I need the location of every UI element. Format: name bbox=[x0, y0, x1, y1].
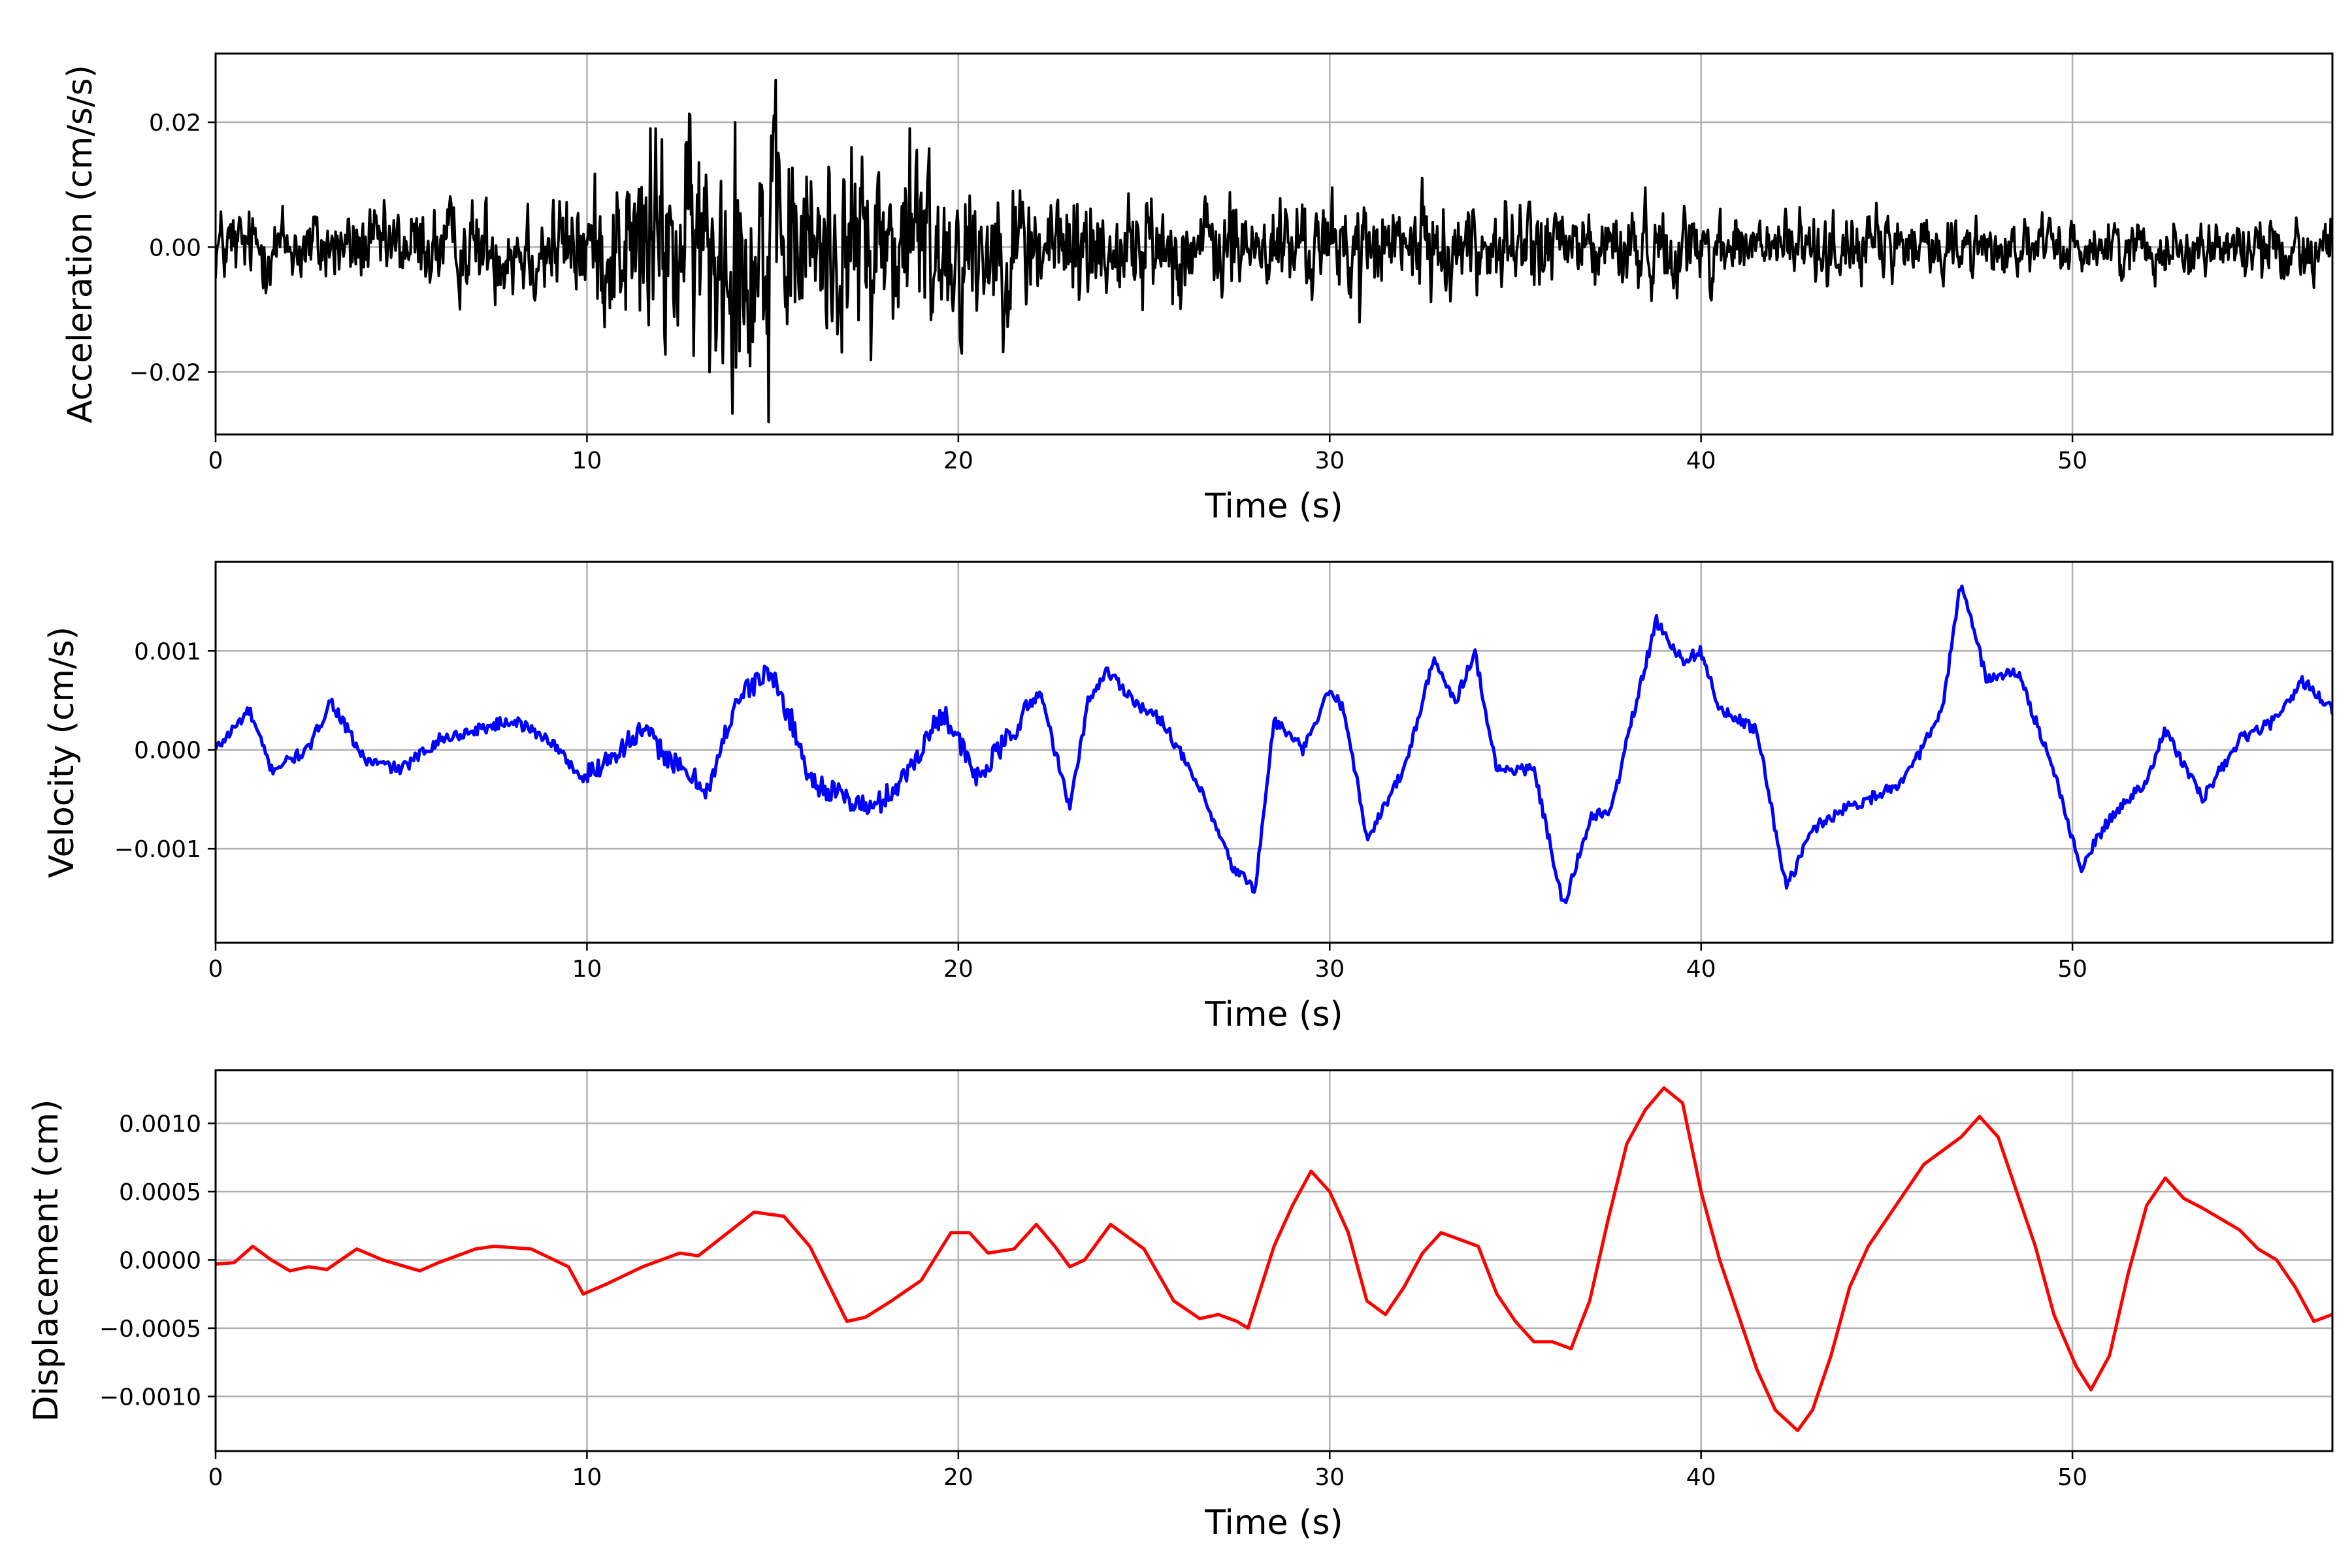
x-tick-label: 20 bbox=[943, 956, 973, 983]
x-tick-label: 40 bbox=[1686, 956, 1716, 983]
y-tick-label: 0.02 bbox=[149, 110, 201, 137]
x-tick-label: 10 bbox=[572, 1464, 602, 1491]
x-tick-label: 0 bbox=[208, 1464, 223, 1491]
x-tick-label: 0 bbox=[208, 956, 223, 983]
velocity-panel: 0 10 20 30 40 50 −0.001 0.000 0.001 Time (s) Veloc… bbox=[42, 561, 2334, 1034]
y-axis-label: Acceleration (cm/s/s) bbox=[61, 65, 100, 423]
y-tick-label: −0.02 bbox=[129, 359, 201, 386]
x-axis-label: Time (s) bbox=[1204, 1503, 1343, 1543]
y-tick-label: 0.001 bbox=[134, 638, 201, 665]
x-tick-label: 30 bbox=[1315, 448, 1345, 474]
x-tick-label: 40 bbox=[1686, 448, 1716, 474]
y-tick-label: 0.0010 bbox=[119, 1111, 201, 1137]
plot-frame bbox=[214, 561, 2334, 944]
x-tick-label: 20 bbox=[943, 448, 973, 474]
y-tick-label: 0.0005 bbox=[119, 1179, 201, 1206]
y-tick-label: −0.0010 bbox=[99, 1384, 201, 1411]
x-tick-label: 0 bbox=[208, 448, 223, 474]
x-tick-label: 50 bbox=[2057, 448, 2087, 474]
x-tick-label: 50 bbox=[2057, 1464, 2087, 1491]
x-axis-label: Time (s) bbox=[1204, 487, 1343, 526]
plot-frame bbox=[214, 52, 2334, 436]
y-axis-label: Velocity (cm/s) bbox=[42, 627, 82, 878]
acceleration-series-line bbox=[216, 78, 2332, 423]
x-tick-label: 10 bbox=[572, 956, 602, 983]
displacement-series-line bbox=[216, 1086, 2332, 1433]
y-tick-label: 0.00 bbox=[149, 235, 201, 261]
y-tick-label: 0.000 bbox=[134, 738, 201, 764]
x-axis-label: Time (s) bbox=[1204, 995, 1343, 1034]
x-tick-label: 50 bbox=[2057, 956, 2087, 983]
x-tick-label: 10 bbox=[572, 448, 602, 474]
velocity-series-line bbox=[216, 584, 2332, 905]
x-tick-label: 30 bbox=[1315, 1464, 1345, 1491]
y-tick-label: −0.001 bbox=[114, 836, 201, 863]
x-tick-label: 20 bbox=[943, 1464, 973, 1491]
y-axis-label: Displacement (cm) bbox=[27, 1100, 66, 1422]
acceleration-panel: 0 10 20 30 40 50 −0.02 0.00 0.02 Time (s) Accelera… bbox=[61, 52, 2334, 526]
displacement-panel: 0 10 20 30 40 50 −0.0010 −0.0005 0.0000 0.0005 0.0… bbox=[27, 1069, 2334, 1543]
y-tick-label: 0.0000 bbox=[119, 1247, 201, 1274]
x-tick-label: 30 bbox=[1315, 956, 1345, 983]
x-tick-label: 40 bbox=[1686, 1464, 1716, 1491]
y-tick-label: −0.0005 bbox=[99, 1316, 201, 1343]
